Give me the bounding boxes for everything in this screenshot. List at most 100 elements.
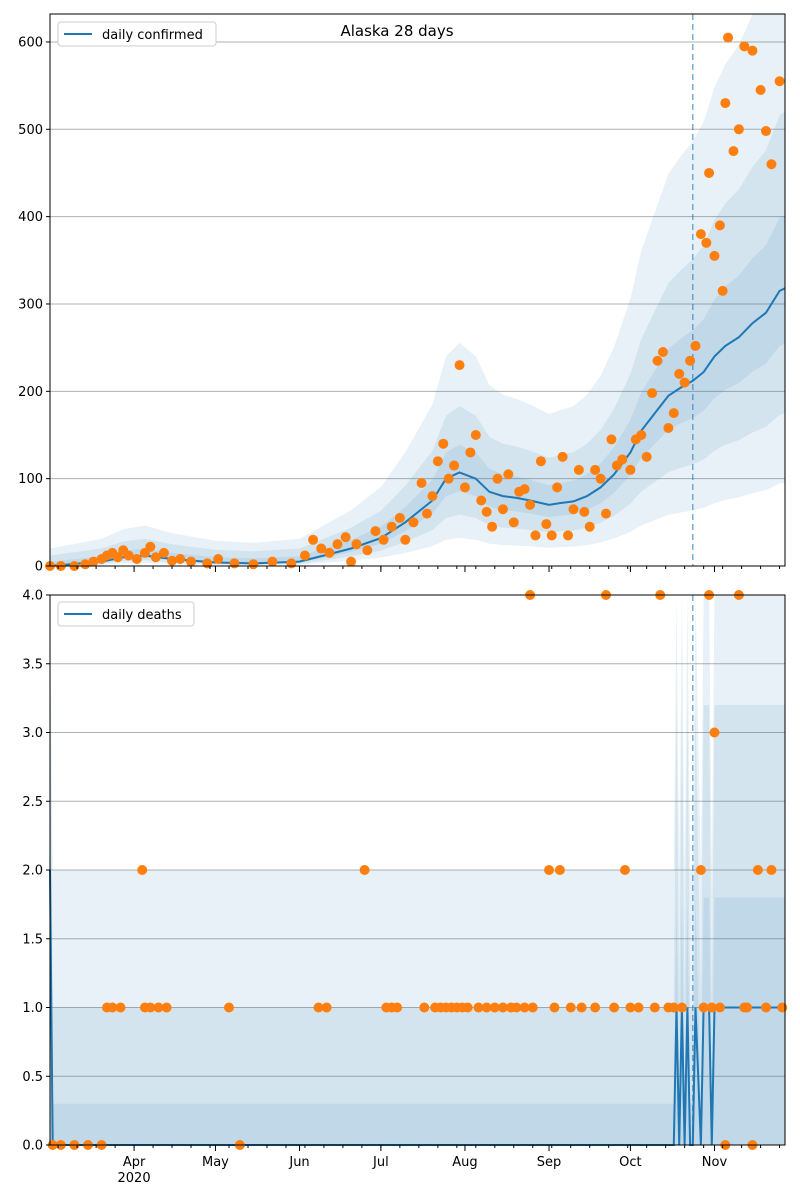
confirmed-point <box>299 550 310 561</box>
confirmed-point <box>557 451 568 462</box>
legend-deaths: daily deaths <box>57 601 195 627</box>
confirmed-point <box>186 556 197 567</box>
deaths-point <box>153 1002 164 1013</box>
deaths-point <box>462 1002 473 1013</box>
confirmed-point <box>617 454 628 465</box>
confirmed-point <box>476 495 487 506</box>
deaths-ytick-label: 0.0 <box>22 1139 43 1154</box>
confirmed-point <box>470 429 481 440</box>
deaths-point <box>145 1002 156 1013</box>
confirmed-point <box>316 543 327 554</box>
confirmed-point <box>150 552 161 563</box>
deaths-point <box>392 1002 403 1013</box>
confirmed-point <box>421 508 432 519</box>
confirmed-point <box>709 250 720 261</box>
confirmed-point <box>362 545 373 556</box>
deaths-xtick-label: Jun <box>288 1155 309 1170</box>
deaths-point <box>742 1002 753 1013</box>
confirmed-point <box>717 285 728 296</box>
confirmed-point <box>416 478 427 489</box>
confirmed-point <box>519 484 530 495</box>
deaths-point <box>609 1002 620 1013</box>
confirmed-point <box>427 491 438 502</box>
confirmed-point <box>332 539 343 550</box>
deaths-point <box>481 1002 492 1013</box>
confirmed-point <box>324 547 335 558</box>
confirmed-point <box>503 469 514 480</box>
legend-label-confirmed: daily confirmed <box>102 28 203 43</box>
confirmed-point <box>766 159 777 170</box>
confirmed-point <box>286 558 297 569</box>
confirmed-ytick-label: 0 <box>35 560 43 575</box>
confirmed-point <box>459 482 470 493</box>
deaths-point <box>668 1002 679 1013</box>
panel-confirmed: 0 100 200 300 400 500 600 Alaska 28 days daily… <box>18 13 786 575</box>
confirmed-point <box>733 124 744 135</box>
confirmed-point <box>438 438 449 449</box>
confirmed-point <box>704 167 715 178</box>
confirmed-point <box>674 368 685 379</box>
confirmed-point <box>213 554 224 565</box>
deaths-xtick-label: Apr <box>123 1155 146 1170</box>
confirmed-point <box>80 559 91 570</box>
confirmed-point <box>386 521 397 532</box>
deaths-ytick-label: 4.0 <box>22 589 43 604</box>
legend-label-deaths: daily deaths <box>102 608 182 623</box>
confirmed-point <box>432 456 443 467</box>
deaths-point <box>549 1002 560 1013</box>
deaths-ytick-label: 3.0 <box>22 726 43 741</box>
confirmed-point <box>167 555 178 566</box>
deaths-ytick-label: 0.5 <box>22 1070 43 1085</box>
deaths-point <box>676 1002 687 1013</box>
deaths-point <box>565 1002 576 1013</box>
deaths-xtick-label: Oct <box>619 1155 641 1170</box>
deaths-point <box>777 1002 788 1013</box>
confirmed-point <box>652 355 663 366</box>
confirmed-point <box>492 473 503 484</box>
deaths-point <box>489 1002 500 1013</box>
deaths-point <box>473 1002 484 1013</box>
confirmed-point <box>739 41 750 52</box>
deaths-point <box>107 1002 118 1013</box>
deaths-ytick-label: 1.0 <box>22 1001 43 1016</box>
confirmed-point <box>685 355 696 366</box>
deaths-point <box>527 1002 538 1013</box>
confirmed-point <box>761 126 772 137</box>
confirmed-point <box>408 517 419 528</box>
deaths-point <box>590 1002 601 1013</box>
confirmed-ytick-label: 600 <box>18 35 43 50</box>
confirmed-point <box>663 423 674 433</box>
deaths-point <box>709 727 720 738</box>
confirmed-point <box>370 526 381 537</box>
confirmed-uncertainty-band <box>50 14 785 566</box>
deaths-point <box>544 865 555 875</box>
confirmed-point <box>497 504 508 515</box>
confirmed-point <box>701 237 712 248</box>
confirmed-point <box>131 554 142 565</box>
confirmed-point <box>573 464 584 475</box>
deaths-point <box>321 1002 332 1013</box>
confirmed-ytick-label: 400 <box>18 210 43 225</box>
confirmed-point <box>579 506 590 517</box>
confirmed-point <box>267 556 278 567</box>
confirmed-point <box>229 558 240 569</box>
plot-area-confirmed <box>50 14 785 566</box>
confirmed-point <box>308 534 319 545</box>
confirmed-point <box>525 499 536 510</box>
confirmed-point <box>606 434 617 445</box>
deaths-point <box>554 865 565 875</box>
deaths-xtick-label: 2020 <box>118 1171 151 1186</box>
deaths-point <box>649 1002 660 1013</box>
deaths-point <box>519 1002 530 1013</box>
deaths-ytick-label: 3.5 <box>22 657 43 672</box>
confirmed-point <box>600 508 611 519</box>
confirmed-point <box>378 534 389 545</box>
chart-title: Alaska 28 days <box>340 22 453 40</box>
confirmed-point <box>145 541 156 552</box>
deaths-point <box>511 1002 522 1013</box>
deaths-point <box>752 865 763 875</box>
confirmed-point <box>755 84 766 95</box>
deaths-ytick-label: 1.5 <box>22 932 43 947</box>
confirmed-ytick-label: 200 <box>18 385 43 400</box>
